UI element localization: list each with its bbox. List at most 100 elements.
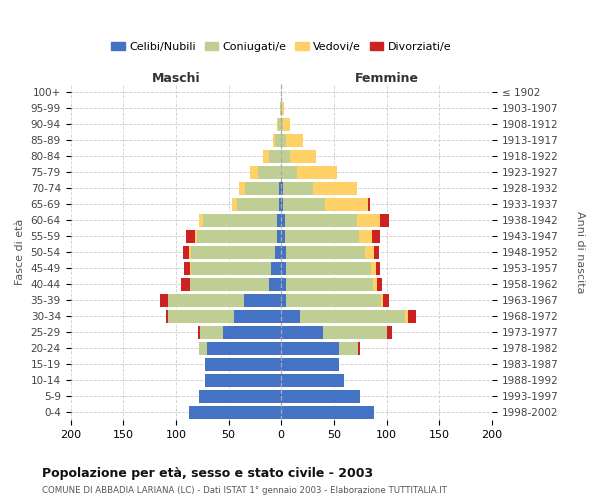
Bar bbox=[250, 166, 258, 178]
Bar bbox=[166, 310, 169, 323]
Bar bbox=[275, 246, 281, 259]
Bar bbox=[281, 374, 344, 387]
Bar bbox=[286, 230, 359, 243]
Bar bbox=[365, 246, 374, 259]
Text: COMUNE DI ABBADIA LARIANA (LC) - Dati ISTAT 1° gennaio 2003 - Elaborazione TUTTI: COMUNE DI ABBADIA LARIANA (LC) - Dati IS… bbox=[42, 486, 447, 495]
Bar bbox=[283, 118, 290, 130]
Bar bbox=[380, 214, 389, 226]
Bar bbox=[245, 182, 279, 194]
Bar bbox=[160, 294, 169, 307]
Y-axis label: Fasce di età: Fasce di età bbox=[15, 219, 25, 286]
Bar bbox=[281, 246, 286, 259]
Bar bbox=[281, 342, 339, 355]
Bar bbox=[281, 214, 286, 226]
Bar bbox=[169, 294, 244, 307]
Bar bbox=[357, 214, 380, 226]
Bar bbox=[234, 310, 281, 323]
Bar bbox=[244, 294, 281, 307]
Bar bbox=[286, 214, 357, 226]
Bar bbox=[198, 326, 200, 339]
Bar bbox=[281, 150, 290, 162]
Bar bbox=[406, 310, 407, 323]
Bar bbox=[187, 230, 195, 243]
Bar bbox=[374, 246, 379, 259]
Bar bbox=[300, 310, 406, 323]
Bar bbox=[258, 166, 281, 178]
Bar bbox=[281, 326, 323, 339]
Bar bbox=[205, 358, 281, 371]
Bar bbox=[325, 198, 368, 210]
Text: Femmine: Femmine bbox=[355, 72, 419, 85]
Bar bbox=[358, 342, 360, 355]
Bar bbox=[281, 310, 300, 323]
Bar bbox=[203, 214, 277, 226]
Bar bbox=[290, 150, 316, 162]
Bar bbox=[277, 230, 281, 243]
Bar bbox=[281, 262, 286, 275]
Bar bbox=[269, 150, 281, 162]
Text: Popolazione per età, sesso e stato civile - 2003: Popolazione per età, sesso e stato civil… bbox=[42, 468, 373, 480]
Bar bbox=[313, 182, 357, 194]
Bar bbox=[279, 198, 281, 210]
Bar bbox=[200, 326, 223, 339]
Bar bbox=[386, 326, 392, 339]
Bar bbox=[199, 390, 281, 403]
Bar bbox=[381, 294, 383, 307]
Bar bbox=[199, 214, 203, 226]
Bar bbox=[281, 294, 286, 307]
Bar bbox=[281, 102, 282, 114]
Bar bbox=[191, 246, 275, 259]
Bar bbox=[376, 262, 380, 275]
Bar bbox=[188, 246, 191, 259]
Bar bbox=[188, 406, 281, 419]
Bar bbox=[277, 214, 281, 226]
Text: Maschi: Maschi bbox=[152, 72, 200, 85]
Bar bbox=[323, 326, 386, 339]
Bar bbox=[283, 182, 313, 194]
Bar bbox=[286, 262, 371, 275]
Bar bbox=[281, 118, 283, 130]
Bar bbox=[223, 326, 281, 339]
Bar bbox=[281, 230, 286, 243]
Bar bbox=[271, 262, 281, 275]
Bar bbox=[280, 102, 281, 114]
Bar bbox=[368, 198, 370, 210]
Bar bbox=[297, 166, 337, 178]
Bar bbox=[190, 262, 191, 275]
Bar bbox=[281, 166, 297, 178]
Bar bbox=[263, 150, 269, 162]
Bar bbox=[273, 134, 275, 146]
Bar bbox=[181, 278, 190, 291]
Bar bbox=[184, 262, 190, 275]
Legend: Celibi/Nubili, Coniugati/e, Vedovi/e, Divorziati/e: Celibi/Nubili, Coniugati/e, Vedovi/e, Di… bbox=[107, 38, 455, 56]
Bar bbox=[281, 358, 339, 371]
Bar bbox=[232, 198, 237, 210]
Bar bbox=[269, 278, 281, 291]
Bar bbox=[239, 182, 245, 194]
Bar bbox=[278, 118, 281, 130]
Bar bbox=[281, 182, 283, 194]
Bar bbox=[371, 262, 376, 275]
Bar bbox=[208, 342, 281, 355]
Bar bbox=[281, 278, 286, 291]
Bar bbox=[190, 278, 269, 291]
Y-axis label: Anni di nascita: Anni di nascita bbox=[575, 211, 585, 294]
Bar bbox=[275, 134, 281, 146]
Bar bbox=[372, 230, 380, 243]
Bar bbox=[281, 390, 360, 403]
Bar bbox=[286, 278, 373, 291]
Bar bbox=[197, 230, 277, 243]
Bar bbox=[281, 406, 374, 419]
Bar bbox=[281, 134, 286, 146]
Bar bbox=[286, 246, 365, 259]
Bar bbox=[359, 230, 372, 243]
Bar bbox=[281, 198, 283, 210]
Bar bbox=[279, 182, 281, 194]
Bar bbox=[169, 310, 234, 323]
Bar bbox=[286, 294, 381, 307]
Bar bbox=[286, 134, 304, 146]
Bar bbox=[282, 102, 284, 114]
Bar bbox=[283, 198, 325, 210]
Bar bbox=[191, 262, 271, 275]
Bar bbox=[277, 118, 278, 130]
